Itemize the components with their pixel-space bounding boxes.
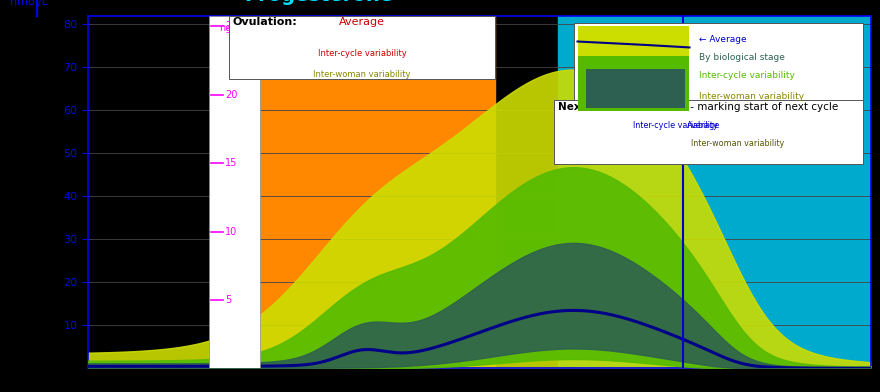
Text: - marking start of next cycle: - marking start of next cycle (687, 102, 839, 112)
Text: Progesterone: Progesterone (245, 0, 393, 5)
Text: Next menstruation: Next menstruation (558, 102, 669, 112)
Text: Inter-woman variability: Inter-woman variability (692, 139, 785, 148)
Bar (586, 69, 685, 107)
FancyBboxPatch shape (574, 23, 863, 114)
FancyBboxPatch shape (229, 16, 495, 79)
Text: 20: 20 (225, 90, 238, 100)
Bar (209, 16, 260, 368)
Text: ← Average: ← Average (699, 35, 746, 44)
Text: 5: 5 (225, 295, 231, 305)
Bar (229, 16, 495, 368)
Text: nmol/L: nmol/L (11, 0, 48, 7)
Bar (558, 16, 871, 368)
Text: Average: Average (339, 18, 385, 27)
Bar (577, 26, 690, 111)
FancyBboxPatch shape (554, 100, 863, 164)
Text: ng/mL: ng/mL (219, 23, 250, 33)
Text: 10: 10 (225, 227, 238, 237)
Text: 25: 25 (225, 22, 238, 31)
Bar (577, 56, 690, 111)
Text: Inter-cycle variability: Inter-cycle variability (699, 71, 795, 80)
Text: 15: 15 (225, 158, 238, 168)
Text: Inter-cycle variability: Inter-cycle variability (318, 49, 407, 58)
Text: Inter-woman variability: Inter-woman variability (313, 70, 411, 79)
Text: Inter-woman variability: Inter-woman variability (699, 92, 804, 101)
Text: Inter-cycle variability: Inter-cycle variability (633, 121, 718, 130)
Text: Ovulation:: Ovulation: (233, 18, 297, 27)
Text: By biological stage: By biological stage (699, 53, 785, 62)
Text: Average: Average (687, 121, 721, 130)
